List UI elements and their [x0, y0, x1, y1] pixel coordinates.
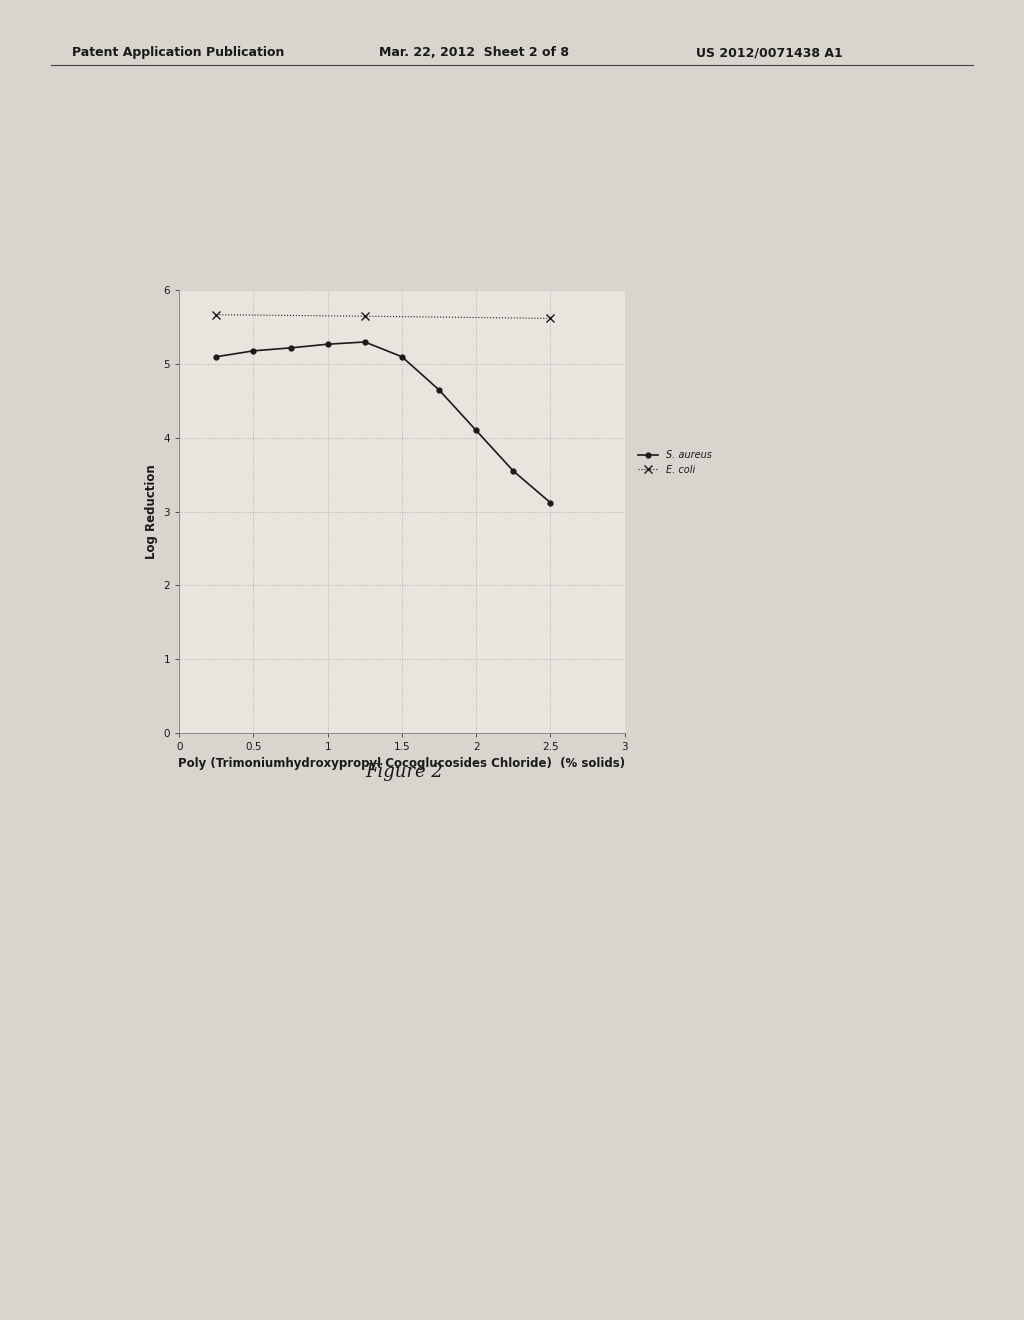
S. aureus [358, 334, 371, 350]
Y-axis label: Log Reduction: Log Reduction [145, 465, 158, 558]
S. aureus [210, 348, 222, 364]
S. aureus [285, 341, 297, 356]
E. coli [210, 306, 222, 322]
S. aureus [507, 463, 519, 479]
E. coli [545, 310, 557, 326]
S. aureus [433, 381, 445, 397]
Text: US 2012/0071438 A1: US 2012/0071438 A1 [696, 46, 843, 59]
S. aureus [395, 348, 408, 364]
S. aureus [545, 495, 557, 511]
E. coli [358, 309, 371, 325]
Text: Figure 2: Figure 2 [366, 763, 443, 781]
Text: Patent Application Publication: Patent Application Publication [72, 46, 284, 59]
S. aureus [322, 337, 334, 352]
Text: Mar. 22, 2012  Sheet 2 of 8: Mar. 22, 2012 Sheet 2 of 8 [379, 46, 569, 59]
S. aureus [248, 343, 260, 359]
S. aureus [470, 422, 482, 438]
X-axis label: Poly (Trimoniumhydroxypropyl Cocoglucosides Chloride)  (% solids): Poly (Trimoniumhydroxypropyl Cocoglucosi… [178, 758, 626, 770]
Line: E. coli: E. coli [212, 310, 555, 322]
Line: S. aureus: S. aureus [214, 339, 553, 506]
Legend: S. aureus, E. coli: S. aureus, E. coli [638, 450, 712, 475]
